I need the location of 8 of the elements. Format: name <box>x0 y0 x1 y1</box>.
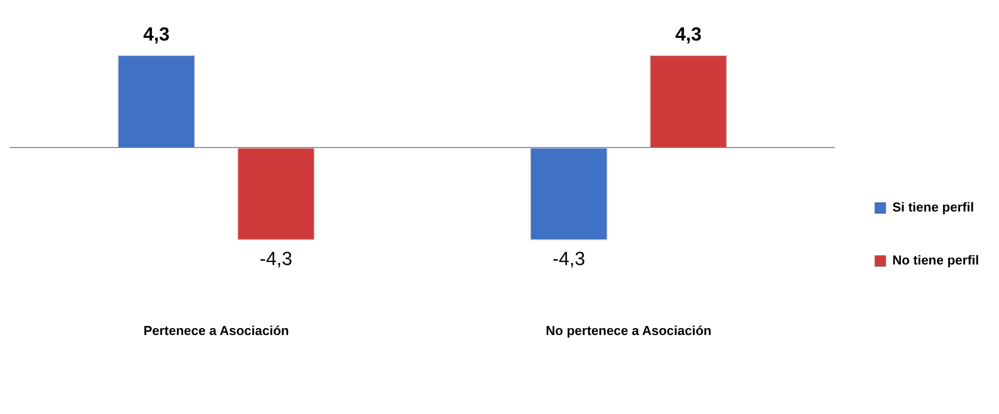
data-label: -4,3 <box>260 249 292 270</box>
data-label: 4,3 <box>143 24 170 46</box>
x-tick-label: No pertenece a Asociación <box>546 322 712 338</box>
x-tick-label: Pertenece a Asociación <box>143 322 289 338</box>
legend-label: Si tiene perfil <box>892 200 974 215</box>
data-label: 4,3 <box>675 24 702 46</box>
legend-label: No tiene perfil <box>892 252 980 268</box>
data-label: -4,3 <box>552 249 586 270</box>
